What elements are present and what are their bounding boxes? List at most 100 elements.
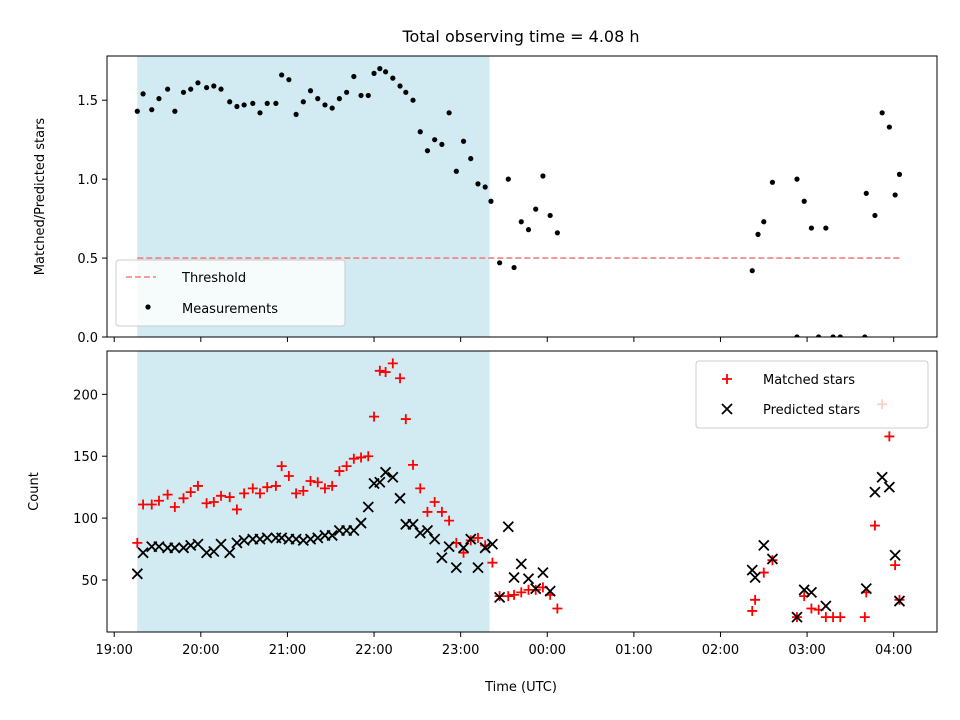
data-point [322, 102, 328, 108]
data-point [801, 198, 807, 204]
x-tick-label: 20:00 [182, 643, 219, 658]
data-point [806, 603, 817, 614]
legend-predicted-swatch [721, 403, 733, 415]
x-tick-label: 23:00 [442, 643, 479, 658]
data-point [893, 595, 906, 607]
axes-frame [106, 350, 938, 633]
data-point [884, 431, 895, 442]
data-point [823, 225, 829, 231]
x-tick-label: 22:00 [355, 643, 392, 658]
data-point [162, 489, 173, 500]
data-point [177, 542, 190, 554]
data-point [394, 492, 406, 504]
chart-title: Total observing time = 4.08 h [401, 27, 639, 46]
data-point [262, 482, 273, 493]
data-point [889, 549, 901, 561]
data-point [329, 105, 335, 111]
data-point [211, 83, 217, 89]
data-point [312, 477, 323, 488]
data-point [319, 483, 330, 494]
data-point [264, 100, 270, 106]
data-point [369, 411, 380, 422]
data-point [351, 73, 357, 80]
x-tick-label: 02:00 [702, 643, 739, 658]
data-point [408, 459, 419, 470]
data-point [791, 611, 803, 623]
data-point [279, 72, 285, 78]
data-point [497, 260, 503, 266]
data-point [509, 589, 520, 600]
data-point [808, 225, 815, 231]
data-point [769, 179, 776, 185]
data-point [224, 492, 235, 503]
shaded-observing-region [137, 351, 490, 632]
data-point [298, 485, 309, 496]
data-point [869, 520, 880, 531]
data-point [432, 137, 438, 143]
data-point [518, 219, 524, 225]
data-point [131, 568, 143, 580]
data-point [224, 547, 236, 559]
data-point [468, 156, 474, 162]
data-point [830, 334, 836, 337]
data-point [749, 268, 755, 274]
data-point [872, 212, 878, 219]
data-point [255, 488, 266, 499]
x-tick-label: 19:00 [95, 643, 132, 658]
data-point [862, 334, 868, 337]
data-point [837, 334, 843, 337]
data-point [215, 538, 227, 550]
data-point [231, 537, 243, 549]
data-point [231, 504, 242, 515]
data-point [415, 483, 426, 494]
data-point [869, 486, 881, 498]
data-point [403, 89, 409, 95]
data-point [479, 542, 491, 554]
data-point [794, 334, 800, 337]
data-point [439, 141, 445, 148]
y-axis-label: Matched/Predicted stars [33, 118, 48, 276]
data-point [554, 230, 560, 236]
series-measurements [134, 66, 903, 337]
data-point [377, 66, 383, 72]
data-point [188, 86, 194, 92]
data-point [201, 498, 212, 509]
data-point [390, 75, 396, 81]
y-tick-label: 150 [73, 450, 98, 465]
data-point [387, 471, 399, 483]
data-point [486, 538, 499, 550]
data-point [429, 497, 440, 508]
data-point [886, 124, 892, 130]
data-point [169, 542, 181, 554]
data-point [816, 334, 822, 337]
data-point [291, 488, 302, 499]
data-point [138, 499, 149, 510]
x-tick-label: 01:00 [615, 643, 652, 658]
y-tick-label: 0.0 [77, 331, 98, 346]
legend: Matched stars Predicted stars [695, 360, 929, 429]
data-point [544, 585, 556, 597]
y-tick-label: 1.0 [77, 173, 98, 188]
data-point [533, 206, 539, 212]
data-point [883, 481, 896, 493]
data-point [192, 480, 203, 491]
data-point [312, 532, 324, 544]
data-point [241, 102, 247, 108]
data-point [859, 612, 870, 623]
data-point [400, 414, 411, 425]
data-point [134, 108, 140, 114]
data-point [362, 501, 374, 513]
data-point [336, 96, 342, 102]
data-point [261, 532, 273, 544]
data-point [761, 219, 767, 225]
bottom-panel: 50 100 150 200 19:00 20:00 21:00 22:00 23:00 00:0… [27, 350, 938, 658]
data-point [348, 453, 359, 464]
data-point [424, 148, 431, 154]
data-point [379, 466, 392, 478]
data-point [387, 358, 398, 369]
data-point [239, 488, 250, 499]
legend-box [115, 259, 346, 327]
data-point [149, 107, 155, 113]
legend-label: Predicted stars [763, 403, 860, 418]
data-point [450, 561, 462, 574]
